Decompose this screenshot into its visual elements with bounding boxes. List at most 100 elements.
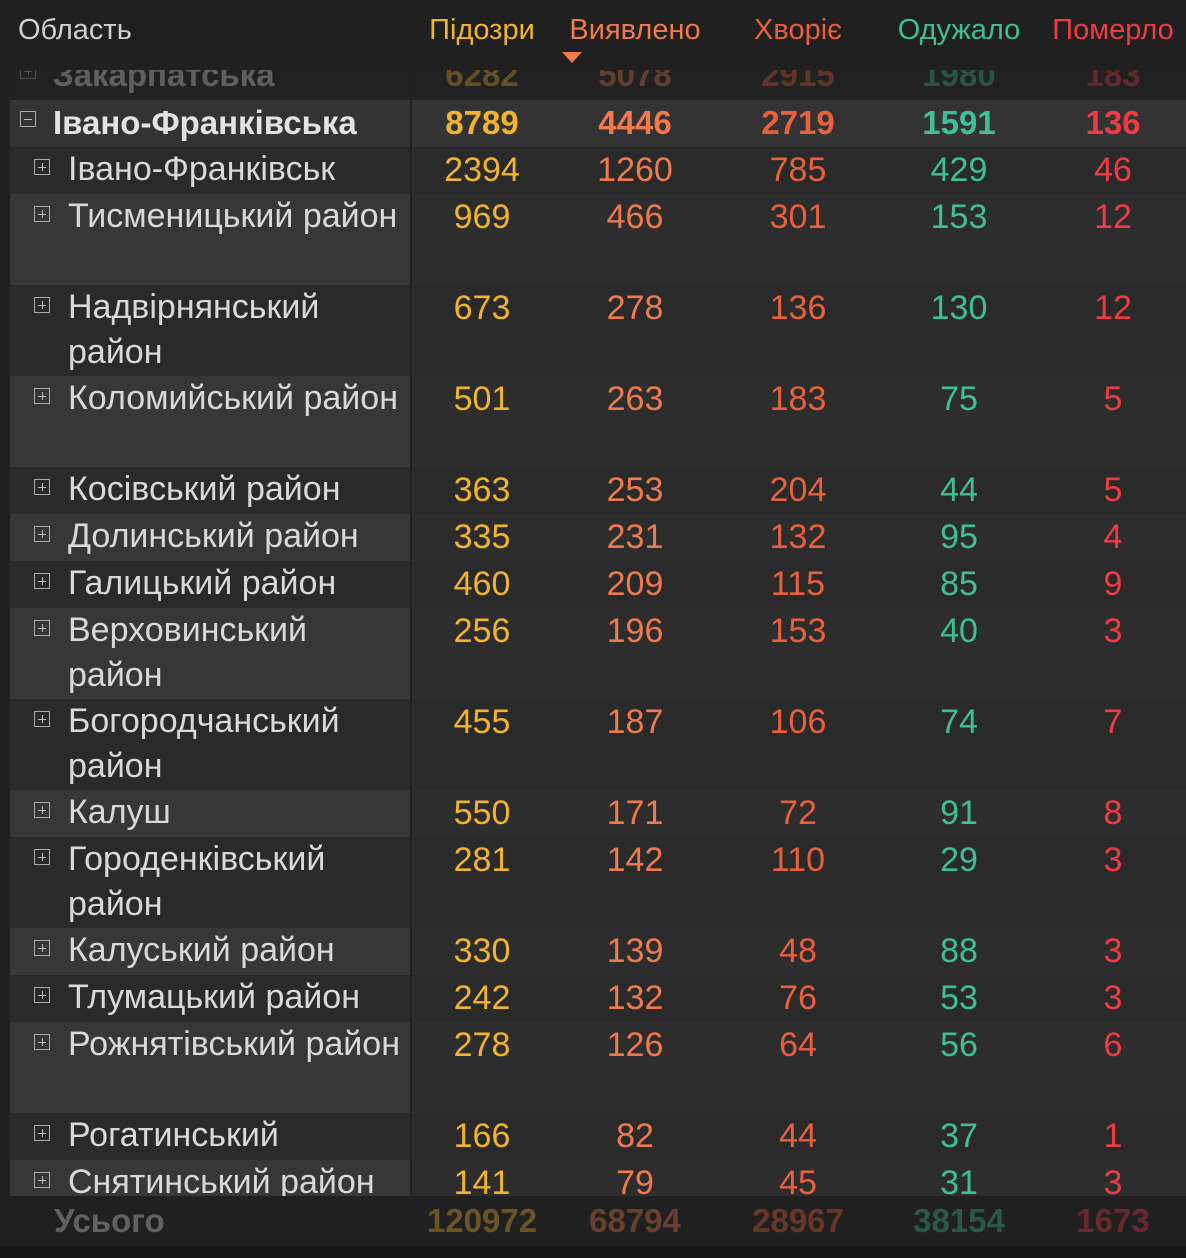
row-values-cell: [412, 514, 1186, 561]
cell-sick: 2719: [761, 104, 835, 141]
expand-icon[interactable]: [34, 940, 50, 956]
district-row[interactable]: Рогатинський 166 82 44 37 1: [0, 1113, 1186, 1160]
district-row[interactable]: Галицький район 460 209 115 85 9: [0, 561, 1186, 608]
district-row[interactable]: Тисменицький район 969 466 301 153 12: [0, 194, 1186, 285]
row-values-cell: [412, 1160, 1186, 1196]
cell-suspected: 166: [453, 1117, 511, 1155]
region-row[interactable]: Закарпатська 6282 5078 2915 1980 183: [0, 70, 1186, 100]
cell-sick: 76: [779, 979, 817, 1017]
expand-icon[interactable]: [34, 711, 50, 727]
row-values-cell: [412, 561, 1186, 608]
row-values-cell: [412, 837, 1186, 928]
row-name: Снятинський район: [68, 1163, 375, 1196]
cell-sick: 204: [769, 471, 827, 509]
column-header-confirmed[interactable]: Виявлено: [569, 14, 701, 46]
column-header-died[interactable]: Померло: [1052, 14, 1174, 46]
cell-died: 8: [1103, 794, 1123, 832]
cell-sick: 153: [769, 612, 827, 650]
district-row[interactable]: Калуський район 330 139 48 88 3: [0, 928, 1186, 975]
cell-died: 183: [1085, 70, 1141, 93]
cell-recovered: 429: [930, 151, 988, 189]
district-row[interactable]: Городенківський район 281 142 110 29 3: [0, 837, 1186, 928]
cell-sick: 45: [779, 1164, 817, 1196]
row-name: Верховинський район: [68, 611, 308, 694]
collapse-icon[interactable]: [20, 111, 36, 127]
cell-recovered: 37: [940, 1117, 978, 1155]
row-name: Івано-Франківська: [53, 104, 357, 141]
cell-suspected: 335: [453, 518, 511, 556]
expand-icon[interactable]: [34, 573, 50, 589]
cell-died: 4: [1103, 518, 1123, 556]
district-row[interactable]: Надвірнянський район 673 278 136 130 12: [0, 285, 1186, 376]
cell-confirmed: 142: [606, 841, 664, 879]
expand-icon[interactable]: [34, 620, 50, 636]
row-name: Надвірнянський район: [68, 288, 320, 371]
cell-confirmed: 263: [606, 380, 664, 418]
cell-recovered: 1980: [922, 70, 996, 93]
cell-suspected: 6282: [445, 70, 519, 93]
cell-recovered: 1591: [922, 104, 996, 141]
cell-died: 1: [1103, 1117, 1123, 1155]
row-name: Тисменицький район: [68, 197, 398, 235]
row-name-cell: [10, 70, 410, 100]
cell-confirmed: 171: [606, 794, 664, 832]
expand-icon[interactable]: [34, 206, 50, 222]
row-name-cell: [10, 376, 410, 467]
expand-icon[interactable]: [34, 1034, 50, 1050]
row-name: Калуський район: [68, 931, 335, 969]
row-values-cell: [412, 1113, 1186, 1160]
expand-icon[interactable]: [34, 802, 50, 818]
cell-sick: 132: [769, 518, 827, 556]
district-row[interactable]: Тлумацький район 242 132 76 53 3: [0, 975, 1186, 1022]
expand-icon[interactable]: [34, 479, 50, 495]
row-name: Косівський район: [68, 470, 341, 508]
expand-icon[interactable]: [34, 388, 50, 404]
cell-suspected: 673: [453, 289, 511, 327]
row-values-cell: [412, 376, 1186, 467]
row-name: Долинський район: [68, 517, 359, 555]
cell-confirmed: 466: [606, 198, 664, 236]
expand-icon[interactable]: [34, 849, 50, 865]
cell-confirmed: 231: [606, 518, 664, 556]
totals-label: Усього: [54, 1202, 165, 1239]
cell-confirmed: 278: [606, 289, 664, 327]
district-row[interactable]: Долинський район 335 231 132 95 4: [0, 514, 1186, 561]
column-header-sick[interactable]: Хворіє: [754, 14, 842, 46]
row-values-cell: [412, 928, 1186, 975]
district-row[interactable]: Коломийський район 501 263 183 75 5: [0, 376, 1186, 467]
column-header-region[interactable]: Область: [18, 14, 132, 46]
column-header-recovered[interactable]: Одужало: [897, 14, 1021, 46]
cell-suspected: 330: [453, 932, 511, 970]
district-row[interactable]: Верховинський район 256 196 153 40 3: [0, 608, 1186, 699]
cell-recovered: 31: [940, 1164, 978, 1196]
expand-icon[interactable]: [34, 987, 50, 1003]
expand-icon[interactable]: [34, 159, 50, 175]
cell-recovered: 85: [940, 565, 978, 603]
district-row[interactable]: Косівський район 363 253 204 44 5: [0, 467, 1186, 514]
row-name-cell: [10, 1022, 410, 1113]
expand-icon[interactable]: [34, 1125, 50, 1141]
expand-icon[interactable]: [34, 297, 50, 313]
district-row[interactable]: Рожнятівський район 278 126 64 56 6: [0, 1022, 1186, 1113]
region-row[interactable]: Івано-Франківська 8789 4446 2719 1591 136: [0, 100, 1186, 147]
expand-icon[interactable]: [34, 1172, 50, 1188]
district-row[interactable]: Снятинський район 141 79 45 31 3: [0, 1160, 1186, 1196]
cell-sick: 785: [769, 151, 827, 189]
cell-sick: 2915: [761, 70, 835, 93]
district-row[interactable]: Івано-Франківськ 2394 1260 785 429 46: [0, 147, 1186, 194]
totals-row: Усього 120972 68794 28967 38154 1673: [0, 1196, 1186, 1246]
expand-icon[interactable]: [34, 526, 50, 542]
expand-icon[interactable]: [20, 70, 36, 79]
cell-recovered: 56: [940, 1026, 978, 1064]
row-name-cell: [10, 975, 410, 1022]
column-header-suspected[interactable]: Підозри: [429, 14, 535, 46]
cell-confirmed: 253: [606, 471, 664, 509]
row-name-cell: [10, 790, 410, 837]
cell-suspected: 281: [453, 841, 511, 879]
table-body[interactable]: Закарпатська 6282 5078 2915 1980 183 Івано-Фра…: [0, 70, 1186, 1196]
sort-descending-icon: [562, 52, 582, 63]
row-name: Городенківський район: [68, 840, 326, 923]
district-row[interactable]: Богородчанський район 455 187 106 74 7: [0, 699, 1186, 790]
district-row[interactable]: Калуш 550 171 72 91 8: [0, 790, 1186, 837]
total-sick: 28967: [752, 1202, 844, 1239]
